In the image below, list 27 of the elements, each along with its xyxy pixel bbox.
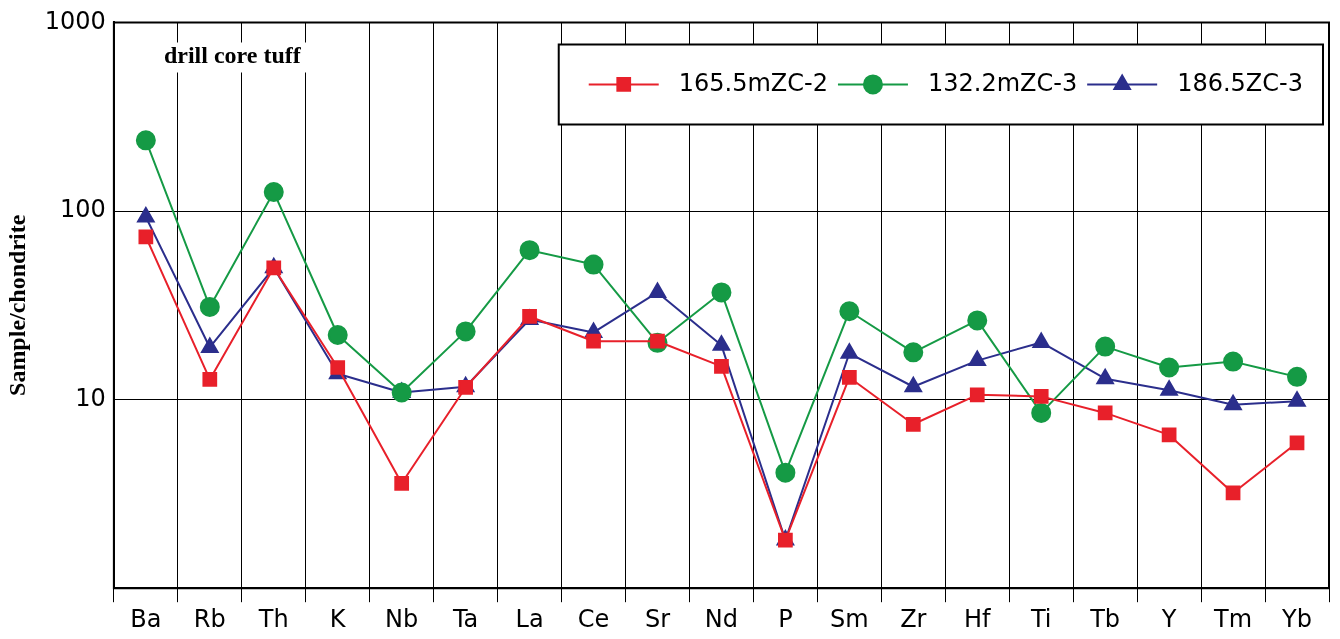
- y-axis-title: Sample/chondrite: [3, 214, 30, 396]
- y-tick-label: 10: [75, 383, 106, 412]
- x-tick-label: Nd: [704, 604, 739, 633]
- legend-label: 132.2mZC-3: [927, 68, 1078, 97]
- annotation: drill core tuff: [163, 41, 302, 68]
- x-tick-label: Tb: [1089, 604, 1121, 633]
- x-tick-label: Ti: [1029, 604, 1052, 633]
- x-tick-label: Zr: [900, 604, 927, 633]
- x-tick-label: La: [515, 604, 544, 633]
- x-tick-label: Sr: [644, 604, 671, 633]
- x-tick-label: Th: [257, 604, 289, 633]
- x-tick-label: P: [778, 604, 793, 633]
- x-tick-label: Nb: [385, 604, 419, 633]
- legend-label: 186.5ZC-3: [1177, 68, 1304, 97]
- x-tick-label: Ba: [130, 604, 162, 633]
- x-tick-label: Ta: [451, 604, 479, 633]
- x-tick-label: Sm: [830, 604, 869, 633]
- y-tick-label: 100: [60, 195, 106, 224]
- x-tick-label: Tm: [1213, 604, 1253, 633]
- x-tick-label: Y: [1160, 604, 1177, 633]
- x-tick-label: Hf: [964, 604, 992, 633]
- x-tick-label: Yb: [1281, 604, 1312, 633]
- x-tick-label: Ce: [577, 604, 610, 633]
- x-tick-label: K: [329, 604, 347, 633]
- y-tick-label: 1000: [44, 6, 106, 35]
- x-tick-label: Rb: [193, 604, 226, 633]
- legend-label: 165.5mZC-2: [678, 68, 828, 97]
